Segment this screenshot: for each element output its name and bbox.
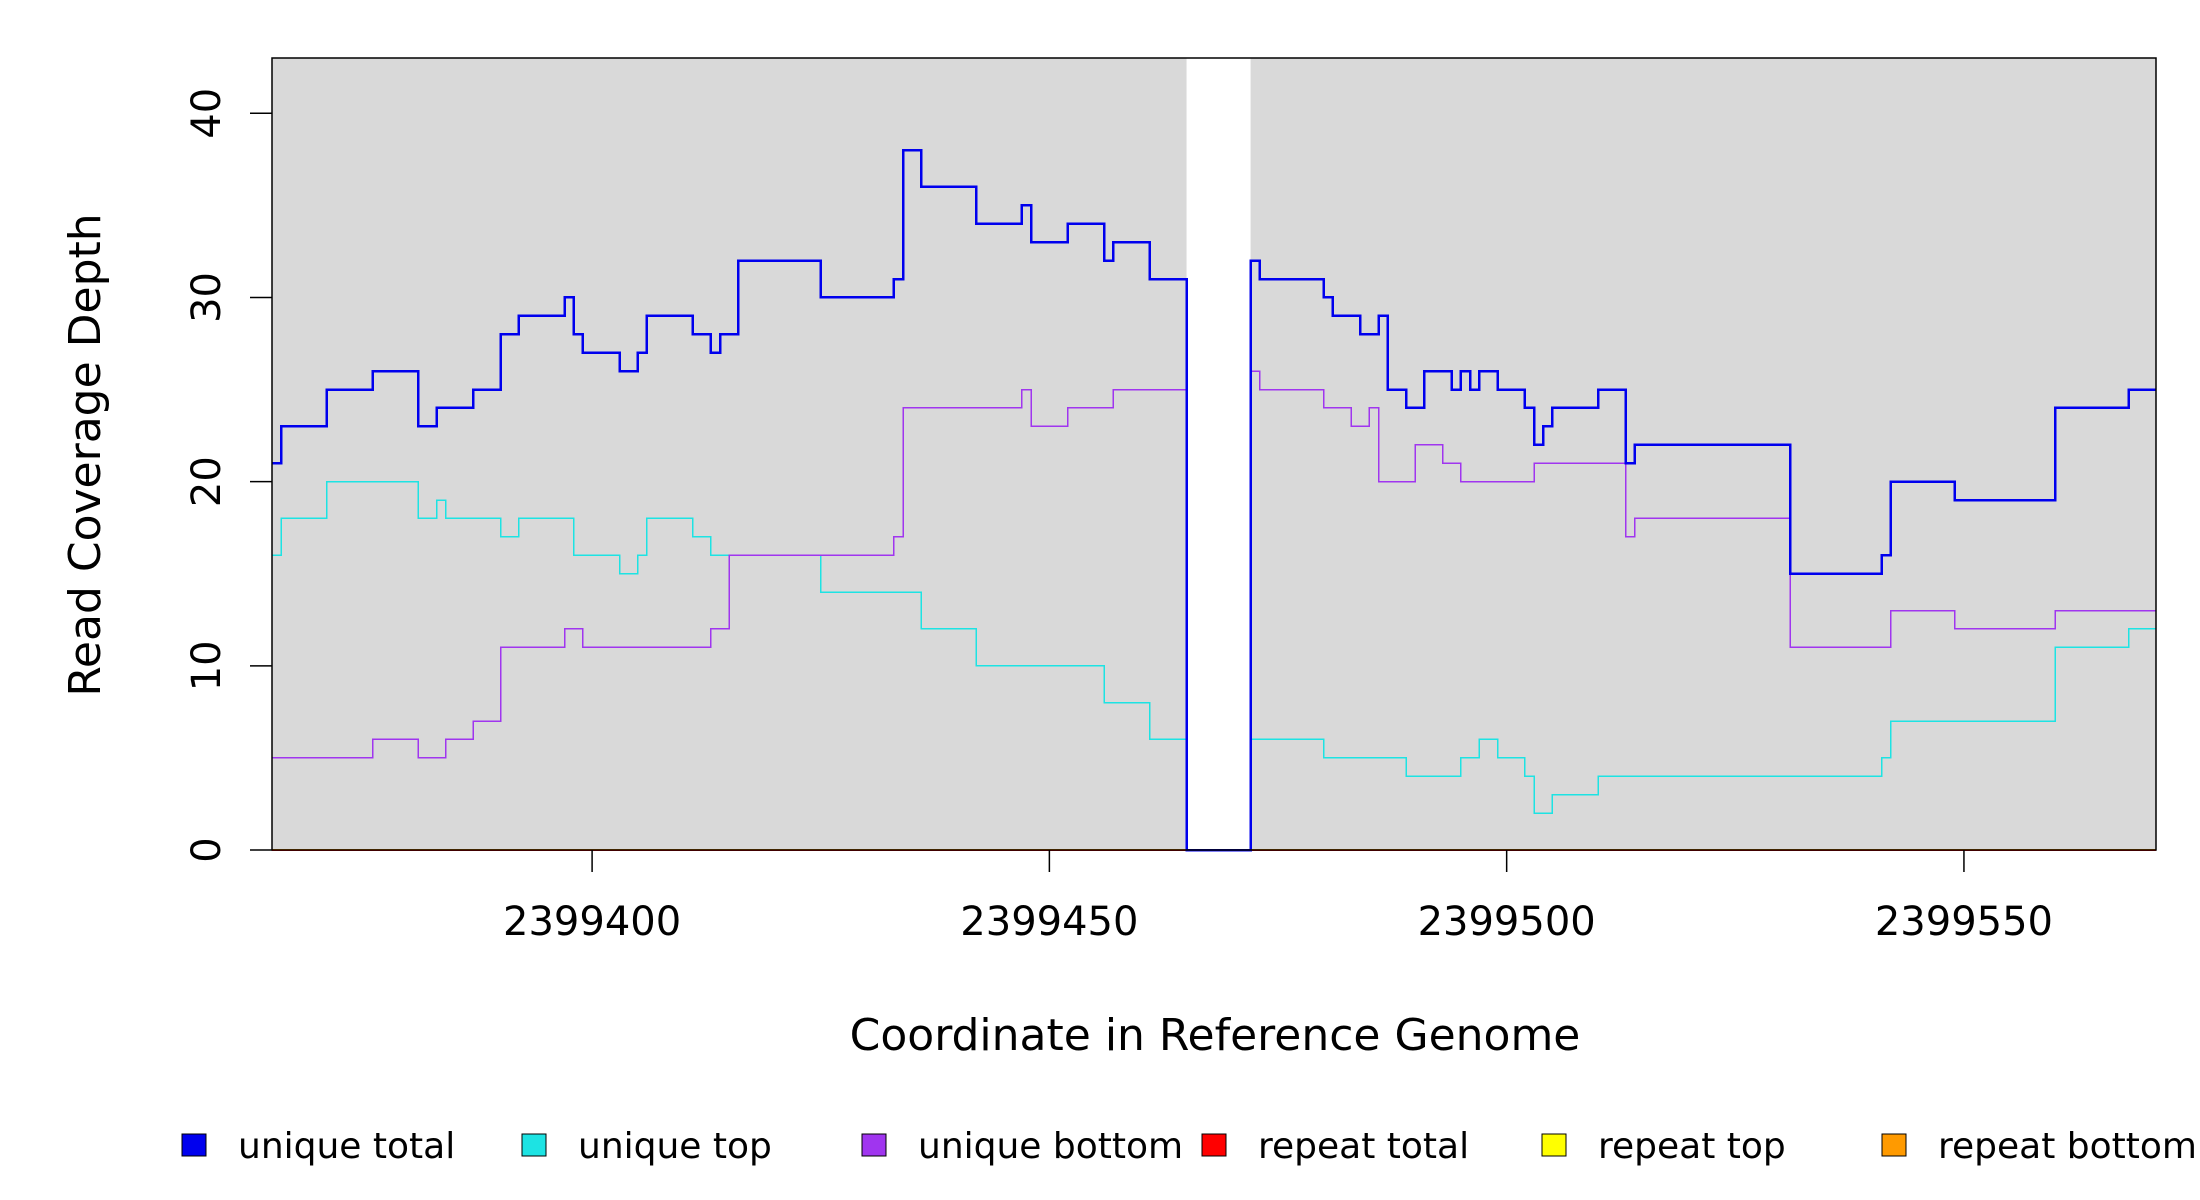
y-tick-label: 30 (184, 272, 230, 323)
plot-frame (271, 57, 2157, 851)
gap-region (1186, 58, 1251, 850)
legend-label: repeat bottom (1938, 1126, 2197, 1167)
legend-swatch (1881, 1133, 1907, 1157)
axes: 2399400 2399450 2399500 2399550 0 10 20 30 40 (184, 57, 2157, 945)
legend-swatch (861, 1133, 887, 1157)
x-tick-label: 2399550 (1875, 899, 2053, 945)
legend-label: repeat top (1598, 1126, 1786, 1167)
series-line-unique-total (272, 148, 2156, 852)
legend-label: repeat total (1258, 1126, 1469, 1167)
y-tick-label: 40 (184, 88, 230, 139)
legend-swatch (1201, 1133, 1227, 1157)
legend-swatch (1541, 1133, 1567, 1157)
legend-swatch (181, 1133, 207, 1157)
y-tick-label: 10 (184, 640, 230, 691)
y-tick-label: 20 (184, 456, 230, 507)
legend-swatch (521, 1133, 547, 1157)
x-tick-label: 2399500 (1418, 899, 1596, 945)
legend-label: unique total (238, 1126, 455, 1167)
plot-area (272, 58, 2156, 850)
y-tick-label: 0 (184, 837, 230, 862)
legend: unique total unique top unique bottom repea… (181, 1126, 2197, 1167)
legend-label: unique top (578, 1126, 772, 1167)
legend-label: unique bottom (918, 1126, 1183, 1167)
y-axis-title: Read Coverage Depth (60, 213, 111, 696)
x-axis-title: Coordinate in Reference Genome (850, 1010, 1581, 1061)
x-tick-label: 2399400 (503, 899, 681, 945)
series-line-unique-top (272, 480, 2156, 851)
x-tick-label: 2399450 (960, 899, 1138, 945)
